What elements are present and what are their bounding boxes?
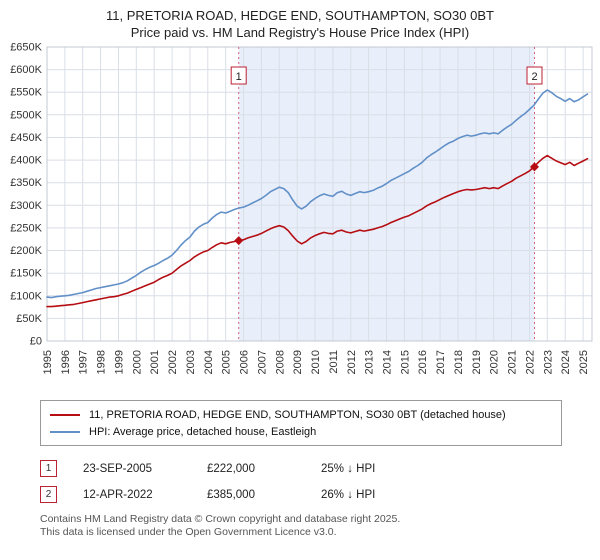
svg-text:2000: 2000 (131, 350, 143, 374)
svg-text:2022: 2022 (525, 350, 537, 374)
svg-text:£600K: £600K (10, 64, 42, 76)
sale-annotation-1: 1 23-SEP-2005 £222,000 25% ↓ HPI (40, 460, 562, 477)
legend-item-hpi: HPI: Average price, detached house, East… (50, 423, 552, 440)
svg-text:£650K: £650K (10, 42, 42, 54)
svg-text:£50K: £50K (16, 313, 42, 325)
footer-line-2: This data is licensed under the Open Gov… (40, 526, 337, 538)
svg-text:£500K: £500K (10, 109, 42, 121)
sale-annotation-2: 2 12-APR-2022 £385,000 26% ↓ HPI (40, 486, 562, 503)
svg-text:2008: 2008 (274, 350, 286, 374)
footer-line-1: Contains HM Land Registry data © Crown c… (40, 513, 401, 525)
svg-text:2004: 2004 (203, 350, 215, 374)
svg-text:2016: 2016 (417, 350, 429, 374)
svg-text:1: 1 (236, 71, 242, 83)
svg-text:2011: 2011 (328, 350, 340, 374)
svg-text:2017: 2017 (435, 350, 447, 374)
svg-text:2005: 2005 (221, 350, 233, 374)
sale-1-date: 23-SEP-2005 (83, 462, 153, 475)
svg-text:2025: 2025 (578, 350, 590, 374)
legend-hpi-label: HPI: Average price, detached house, East… (89, 425, 317, 438)
svg-text:2023: 2023 (542, 350, 554, 374)
legend-property-label: 11, PRETORIA ROAD, HEDGE END, SOUTHAMPTO… (89, 408, 506, 421)
svg-text:£250K: £250K (10, 222, 42, 234)
sale-2-number-badge: 2 (40, 486, 57, 503)
hpi-line-swatch (50, 430, 80, 433)
sale-2-price: £385,000 (207, 488, 255, 501)
svg-text:2021: 2021 (507, 350, 519, 374)
svg-text:2007: 2007 (256, 350, 268, 374)
svg-text:£0: £0 (30, 336, 42, 348)
svg-text:2009: 2009 (292, 350, 304, 374)
svg-text:1998: 1998 (96, 350, 108, 374)
svg-text:2019: 2019 (471, 350, 483, 374)
svg-text:£550K: £550K (10, 87, 42, 99)
sale-1-price: £222,000 (207, 462, 255, 475)
sale-2-date: 12-APR-2022 (83, 488, 153, 501)
svg-text:1996: 1996 (60, 350, 72, 374)
svg-text:£100K: £100K (10, 290, 42, 302)
svg-text:2010: 2010 (310, 350, 322, 374)
sale-1-number-badge: 1 (40, 460, 57, 477)
license-footer: Contains HM Land Registry data © Crown c… (40, 513, 562, 539)
svg-text:2: 2 (531, 71, 537, 83)
page-title: 11, PRETORIA ROAD, HEDGE END, SOUTHAMPTO… (106, 8, 494, 23)
sale-1-hpi-delta: 25% ↓ HPI (321, 462, 376, 475)
svg-text:2001: 2001 (149, 350, 161, 374)
svg-text:£300K: £300K (10, 200, 42, 212)
page-subtitle: Price paid vs. HM Land Registry's House … (130, 25, 470, 40)
svg-text:1999: 1999 (114, 350, 126, 374)
svg-text:£400K: £400K (10, 155, 42, 167)
svg-text:2024: 2024 (560, 350, 572, 374)
svg-text:2006: 2006 (239, 350, 251, 374)
svg-text:£450K: £450K (10, 132, 42, 144)
svg-text:2003: 2003 (185, 350, 197, 374)
svg-text:2020: 2020 (489, 350, 501, 374)
chart-header: 11, PRETORIA ROAD, HEDGE END, SOUTHAMPTO… (0, 0, 600, 41)
svg-text:2015: 2015 (399, 350, 411, 374)
svg-text:2012: 2012 (346, 350, 358, 374)
sale-2-hpi-delta: 26% ↓ HPI (321, 488, 376, 501)
svg-text:£350K: £350K (10, 177, 42, 189)
property-line-swatch (50, 413, 80, 416)
svg-text:£150K: £150K (10, 268, 42, 280)
legend: 11, PRETORIA ROAD, HEDGE END, SOUTHAMPTO… (40, 400, 562, 446)
svg-text:1995: 1995 (42, 350, 54, 374)
svg-text:2013: 2013 (364, 350, 376, 374)
sale-annotations: 1 23-SEP-2005 £222,000 25% ↓ HPI 2 12-AP… (40, 460, 562, 503)
svg-text:2002: 2002 (167, 350, 179, 374)
svg-text:2014: 2014 (382, 350, 394, 374)
price-chart: £0 £50K £100K £150K £200K £250K £300K £350K £400… (10, 42, 593, 374)
svg-text:2018: 2018 (453, 350, 465, 374)
svg-text:1997: 1997 (78, 350, 90, 374)
svg-text:£200K: £200K (10, 245, 42, 257)
legend-item-property: 11, PRETORIA ROAD, HEDGE END, SOUTHAMPTO… (50, 406, 552, 423)
